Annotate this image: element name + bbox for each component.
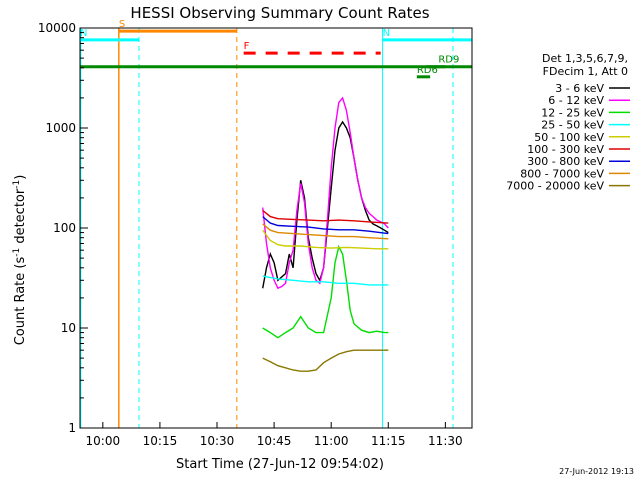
chart-title: HESSI Observing Summary Count Rates — [130, 4, 429, 22]
flag-label-3: N — [383, 28, 390, 39]
series-line-4 — [262, 275, 389, 286]
y-tick-label-4: 1000 — [45, 121, 76, 135]
y-tick-label-1: 1 — [68, 421, 76, 435]
series-line-5 — [262, 229, 389, 250]
footer-date: 27-Jun-2012 19:13 — [559, 467, 634, 476]
flag-label-7: RD6 — [417, 65, 438, 76]
legend: Det 1,3,5,6,7,9, FDecim 1, Att 0 3 - 6 k… — [506, 52, 630, 193]
legend-entry-label-3: 12 - 25 keV — [541, 106, 604, 119]
flag-label-1: S — [119, 19, 125, 30]
series-line-8 — [262, 223, 389, 240]
flag-label-4: F — [244, 41, 250, 52]
plot-area — [80, 28, 454, 428]
legend-entry-label-8: 800 - 7000 keV — [520, 167, 604, 180]
legend-entry-label-2: 6 - 12 keV — [548, 94, 604, 107]
legend-entry-label-9: 7000 - 20000 keV — [506, 180, 604, 193]
x-tick-label-3: 10:30 — [200, 434, 235, 448]
flag-label-6: RD9 — [438, 55, 459, 66]
flag-label-2: N — [80, 28, 87, 39]
series-line-9 — [262, 349, 389, 372]
y-tick-label-2: 10 — [61, 321, 76, 335]
series-line-3 — [262, 244, 389, 339]
x-tick-label-6: 11:15 — [371, 434, 406, 448]
legend-entry-label-5: 50 - 100 keV — [534, 131, 604, 144]
legend-entry-label-7: 300 - 800 keV — [527, 155, 604, 168]
y-tick-label-5: 10000 — [38, 21, 76, 35]
legend-header-line-1: Det 1,3,5,6,7,9, — [542, 52, 628, 65]
y-axis-label: Count Rate (s-1 detector-1) — [12, 175, 28, 346]
axes: 10:00 10:15 10:30 10:45 11:00 11:15 11:30 1 10 10… — [38, 21, 473, 448]
x-tick-label-7: 11:30 — [428, 434, 463, 448]
legend-header-line-2: FDecim 1, Att 0 — [543, 65, 628, 78]
y-tick-label-3: 100 — [53, 221, 76, 235]
series-line-2 — [262, 96, 389, 290]
x-tick-label-1: 10:00 — [86, 434, 121, 448]
series-line-7 — [262, 216, 389, 235]
legend-entry-label-4: 25 - 50 keV — [541, 119, 604, 132]
x-tick-label-5: 11:00 — [314, 434, 349, 448]
series-line-1 — [262, 120, 389, 289]
x-axis-label: Start Time (27-Jun-12 09:54:02) — [176, 457, 384, 472]
legend-entry-label-1: 3 - 6 keV — [555, 82, 604, 95]
series-line-6 — [262, 209, 389, 224]
x-tick-label-2: 10:15 — [143, 434, 178, 448]
x-tick-label-4: 10:45 — [257, 434, 292, 448]
legend-entry-label-6: 100 - 300 keV — [527, 143, 604, 156]
